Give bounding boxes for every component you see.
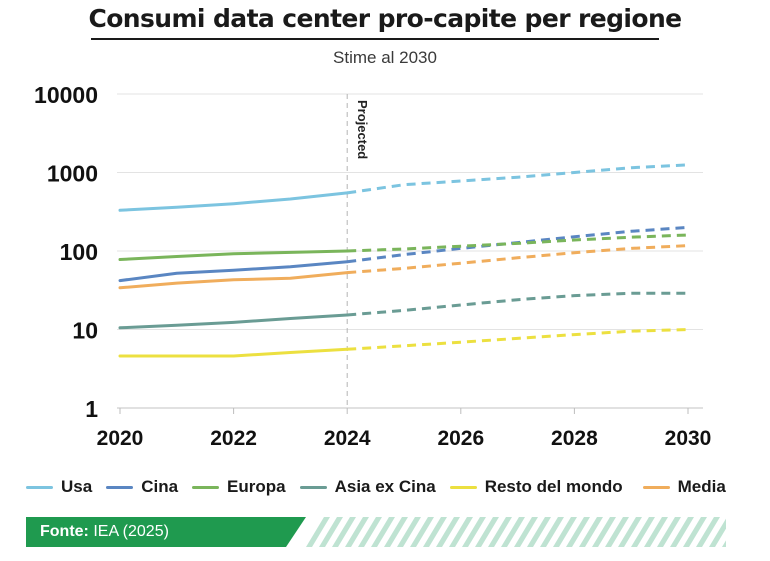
source-label: Fonte: [40, 523, 89, 540]
stripe [670, 517, 694, 547]
series-line-europa-projected [347, 233, 689, 253]
series-line-asia-ex-cina-historical [118, 313, 349, 330]
legend-label: Resto del mondo [484, 477, 623, 496]
stripe [657, 517, 681, 547]
stripe [410, 517, 434, 547]
x-tick-label: 2030 [665, 427, 712, 450]
stripe [553, 517, 577, 547]
stripe [358, 517, 382, 547]
stripe [319, 517, 343, 547]
legend-item-resto-del-mondo: Resto del mondo [449, 477, 623, 497]
series-line-asia-ex-cina-projected [347, 291, 688, 317]
stripe [618, 517, 642, 547]
series-line-usa-projected [346, 163, 689, 195]
legend-swatch [106, 485, 134, 489]
y-tick-label: 10000 [34, 82, 98, 108]
series-line-media-historical [118, 271, 349, 290]
legend-swatch [192, 485, 220, 489]
stripe [566, 517, 590, 547]
x-tick-label: 2028 [551, 427, 598, 450]
stripe [579, 517, 603, 547]
legend-label: Media [677, 477, 726, 496]
stripe [501, 517, 525, 547]
legend-item-media: Media [642, 477, 726, 497]
legend-item-asia-ex-cina: Asia ex Cina [299, 477, 436, 497]
series-line-cina-historical [118, 260, 349, 283]
stripe [514, 517, 538, 547]
stripe [644, 517, 668, 547]
legend-label: Cina [141, 477, 179, 496]
stripe [371, 517, 395, 547]
stripe [384, 517, 408, 547]
y-tick-label: 1 [85, 396, 98, 422]
stripe [475, 517, 499, 547]
legend-swatch [299, 485, 327, 489]
stripe [332, 517, 356, 547]
stripe [527, 517, 551, 547]
x-tick-label: 2022 [210, 427, 257, 450]
x-tick-label: 2020 [97, 427, 144, 450]
legend-swatch [26, 485, 53, 489]
legend-item-cina: Cina [106, 477, 178, 497]
stripe [449, 517, 473, 547]
stripe [436, 517, 460, 547]
stripe [397, 517, 421, 547]
projection-label: Projected [355, 100, 370, 159]
legend-label: Europa [227, 477, 286, 496]
legend-swatch [449, 485, 477, 489]
title-underline [91, 38, 659, 40]
series-line-resto-del-mondo-projected [347, 328, 689, 351]
stripe [540, 517, 564, 547]
stripe [462, 517, 486, 547]
series-line-usa-historical [118, 191, 349, 212]
series-line-media-projected [347, 244, 689, 275]
x-tick-label: 2024 [324, 427, 371, 450]
y-tick-label: 10 [72, 318, 98, 344]
chart-title: Consumi data center pro-capite per regio… [88, 4, 682, 33]
source-text: IEA (2025) [93, 523, 169, 540]
stripe [683, 517, 707, 547]
stripe [592, 517, 616, 547]
legend-item-usa: Usa [26, 477, 92, 497]
series-line-europa-historical [118, 249, 349, 261]
legend-label: Asia ex Cina [334, 477, 436, 496]
series-line-resto-del-mondo-historical [118, 347, 349, 358]
chart-legend: Usa Cina Europa Asia ex Cina Resto del mondo… [26, 474, 726, 500]
stripe [345, 517, 369, 547]
footer: Fonte: IEA (2025) [26, 517, 726, 547]
chart-subtitle: Stime al 2030 [333, 48, 437, 67]
stripe [631, 517, 655, 547]
source-box: Fonte: IEA (2025) [26, 517, 306, 547]
x-tick-label: 2026 [437, 427, 484, 450]
legend-swatch [642, 485, 670, 489]
y-tick-label: 100 [60, 239, 98, 265]
stripe [488, 517, 512, 547]
legend-item-europa: Europa [192, 477, 286, 497]
stripe-decoration [306, 517, 726, 547]
stripe [605, 517, 629, 547]
stripe [696, 517, 720, 547]
y-tick-label: 1000 [47, 161, 98, 187]
legend-label: Usa [61, 477, 93, 496]
stripe [423, 517, 447, 547]
stripe [306, 517, 330, 547]
